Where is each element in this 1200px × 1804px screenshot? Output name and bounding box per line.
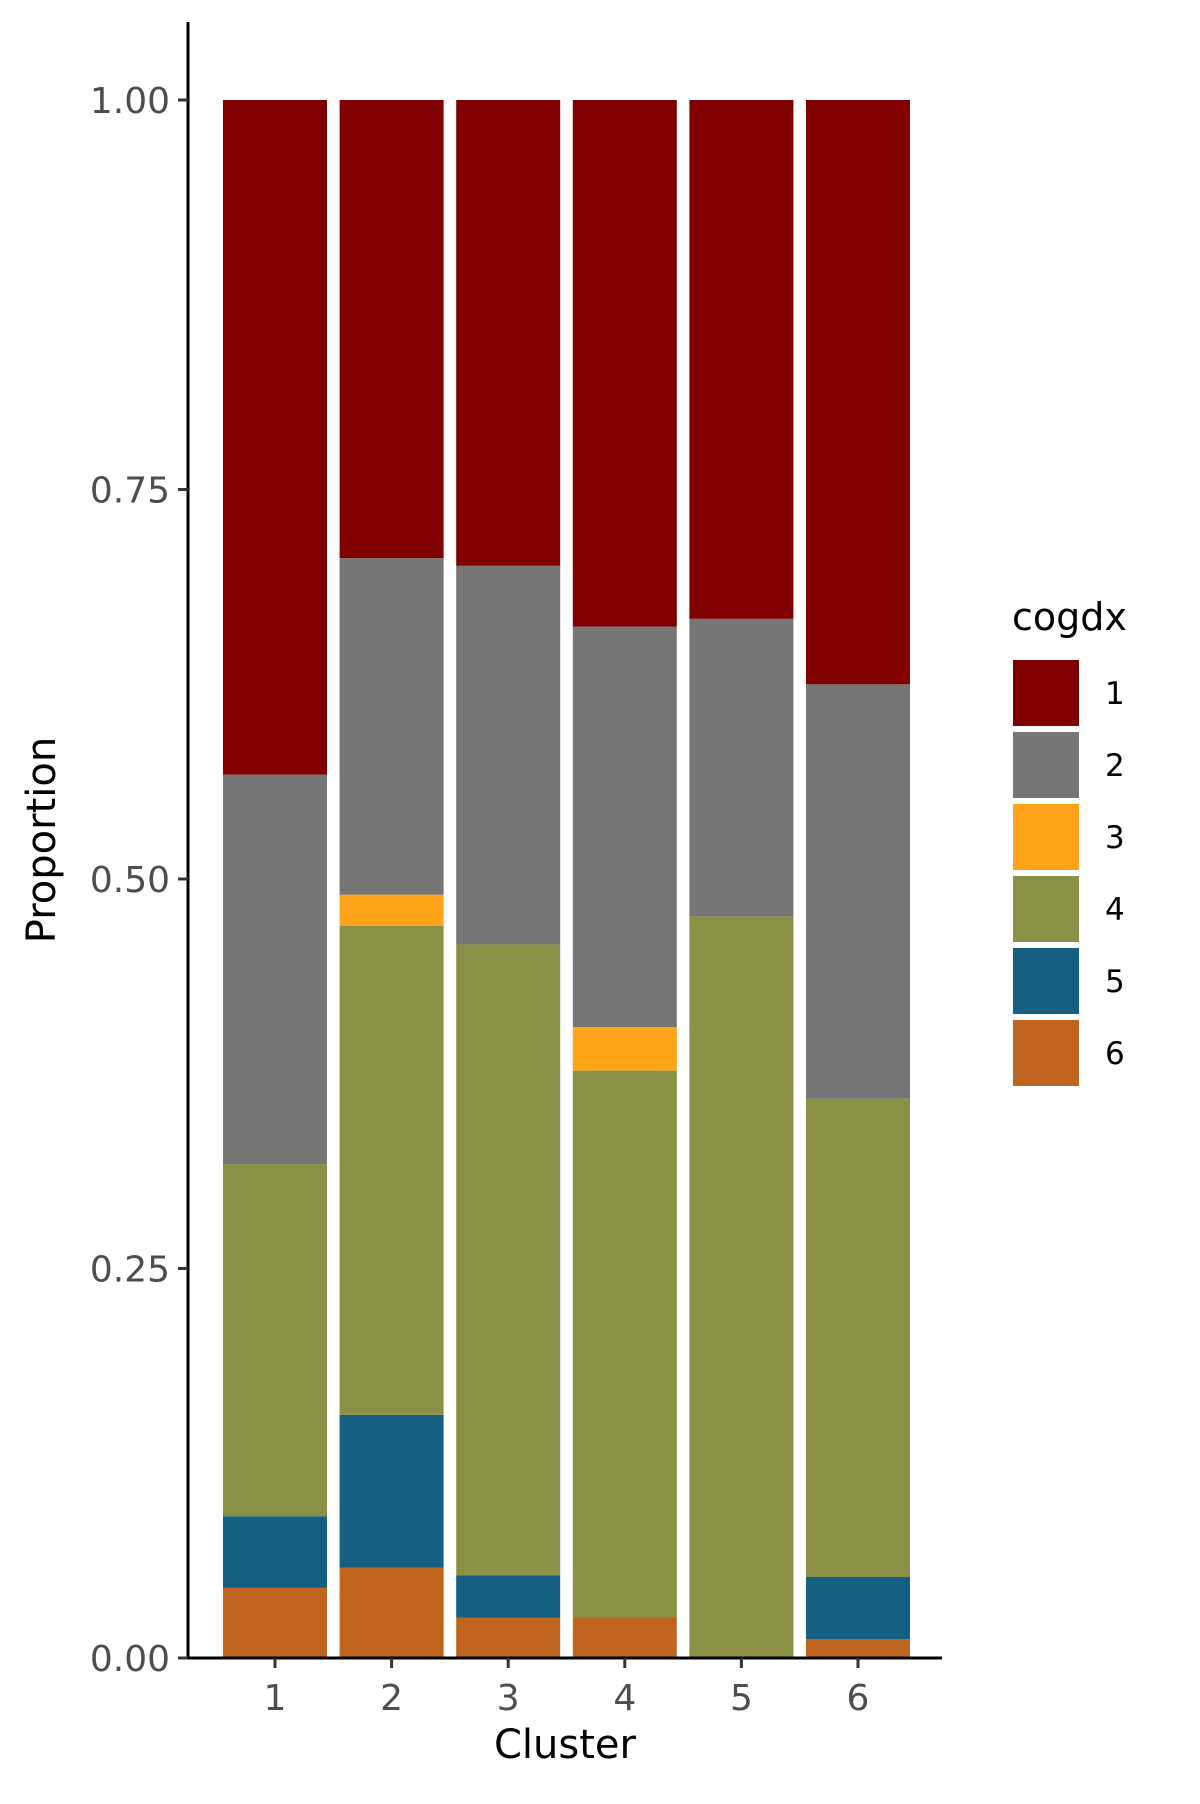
x-tick-label: 1	[264, 1678, 287, 1719]
bar-segment-cluster-1-cogdx-6	[223, 1587, 327, 1658]
legend-label-2: 2	[1105, 748, 1125, 784]
bar-segment-cluster-2-cogdx-5	[339, 1415, 444, 1568]
bar-segment-cluster-6-cogdx-6	[806, 1639, 910, 1658]
legend-label-6: 6	[1105, 1036, 1125, 1072]
bar-segment-cluster-2-cogdx-1	[339, 100, 444, 559]
legend-swatch-6	[1013, 1020, 1079, 1086]
bar-segment-cluster-6-cogdx-5	[806, 1577, 910, 1640]
bar-segment-cluster-6-cogdx-1	[806, 100, 910, 685]
bar-segment-cluster-3-cogdx-1	[456, 100, 561, 566]
bar-segment-cluster-5-cogdx-4	[689, 916, 794, 1658]
bar-segment-cluster-4-cogdx-3	[572, 1027, 677, 1071]
bar-segment-cluster-2-cogdx-3	[339, 894, 444, 926]
bar-segment-cluster-3-cogdx-4	[456, 944, 561, 1576]
y-tick-label: 0.50	[90, 860, 170, 901]
x-tick-label: 3	[497, 1678, 520, 1719]
bar-segment-cluster-4-cogdx-4	[572, 1070, 677, 1618]
bar-segment-cluster-1-cogdx-1	[223, 100, 327, 775]
legend-swatch-4	[1013, 876, 1079, 942]
bar-segment-cluster-4-cogdx-6	[572, 1617, 677, 1658]
y-tick-label: 1.00	[90, 81, 170, 122]
y-axis-title: Proportion	[19, 737, 65, 943]
x-tick-label: 6	[847, 1678, 870, 1719]
legend-title: cogdx	[1012, 595, 1127, 639]
bar-segment-cluster-1-cogdx-5	[223, 1516, 327, 1588]
bar-segment-cluster-5-cogdx-2	[689, 618, 794, 917]
bar-segment-cluster-4-cogdx-2	[572, 626, 677, 1027]
legend-swatch-2	[1013, 732, 1079, 798]
bar-segment-cluster-4-cogdx-1	[572, 100, 677, 627]
legend-label-3: 3	[1105, 820, 1125, 856]
bar-segment-cluster-1-cogdx-2	[223, 774, 327, 1165]
bar-segment-cluster-6-cogdx-2	[806, 684, 910, 1099]
x-axis-title: Cluster	[494, 1722, 637, 1768]
y-tick-label: 0.75	[90, 471, 170, 512]
x-tick-label: 2	[380, 1678, 403, 1719]
bars-layer	[223, 100, 910, 1658]
bar-segment-cluster-1-cogdx-4	[223, 1164, 327, 1517]
x-tick-label: 4	[613, 1678, 636, 1719]
legend-swatch-5	[1013, 948, 1079, 1014]
bar-segment-cluster-3-cogdx-6	[456, 1617, 561, 1658]
y-tick-label: 0.25	[90, 1250, 170, 1291]
bar-segment-cluster-2-cogdx-6	[339, 1567, 444, 1658]
bar-segment-cluster-6-cogdx-4	[806, 1098, 910, 1577]
legend-label-5: 5	[1105, 964, 1125, 1000]
x-ticks: 1 2 3 4 5 6	[264, 1658, 870, 1719]
bar-segment-cluster-5-cogdx-1	[689, 100, 794, 619]
bar-segment-cluster-3-cogdx-2	[456, 565, 561, 945]
bar-segment-cluster-2-cogdx-2	[339, 558, 444, 895]
bar-segment-cluster-2-cogdx-4	[339, 925, 444, 1415]
y-tick-label: 0.00	[90, 1639, 170, 1680]
y-ticks: 0.00 0.25 0.50 0.75 1.00	[90, 81, 188, 1680]
legend-label-4: 4	[1105, 892, 1125, 928]
legend-swatch-3	[1013, 804, 1079, 870]
legend-swatch-1	[1013, 660, 1079, 726]
axes-layer	[186, 22, 942, 1660]
bar-segment-cluster-3-cogdx-5	[456, 1575, 561, 1618]
x-tick-label: 5	[730, 1678, 753, 1719]
legend: cogdx 1 2 3 4 5 6	[1012, 595, 1127, 1086]
legend-label-1: 1	[1105, 676, 1125, 712]
